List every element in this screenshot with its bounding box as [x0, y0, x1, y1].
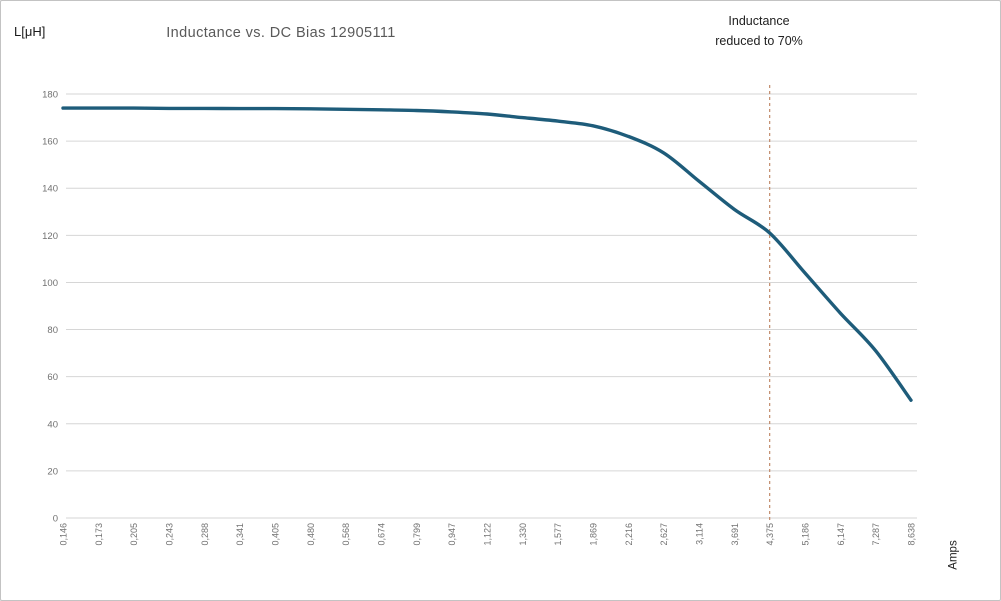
y-tick-label-20: 20: [47, 466, 58, 477]
x-tick-label: 0,405: [271, 523, 281, 546]
x-tick-label: 5,186: [801, 523, 811, 546]
y-tick-label-40: 40: [47, 419, 58, 430]
x-tick-label: 8,638: [907, 523, 917, 546]
x-tick-label: 0,480: [306, 523, 316, 546]
y-tick-label-160: 160: [42, 137, 58, 148]
x-tick-label: 6,147: [836, 523, 846, 546]
y-tick-label-80: 80: [47, 325, 58, 336]
x-tick-label: 0,568: [341, 523, 351, 546]
inductance-series-line: [61, 106, 913, 402]
x-tick-label: 1,122: [483, 523, 493, 546]
x-tick-label: 1,330: [518, 523, 528, 546]
annotation-inductance-70pct: Inductance reduced to 70%: [659, 11, 859, 51]
y-axis-unit-label: L[μH]: [14, 24, 46, 39]
x-tick-label: 2,627: [659, 523, 669, 546]
x-tick-label: 4,375: [765, 523, 775, 546]
y-tick-label-180: 180: [42, 90, 58, 101]
x-tick-label: 0,146: [59, 523, 69, 546]
x-tick-label: 0,674: [377, 523, 387, 546]
x-tick-label: 0,205: [129, 523, 139, 546]
x-tick-label: 1,577: [553, 523, 563, 546]
x-tick-label: 0,173: [94, 523, 104, 546]
x-tick-label: 0,799: [412, 523, 422, 546]
chart-title: Inductance vs. DC Bias 12905111: [166, 25, 396, 41]
x-tick-label: 0,341: [235, 523, 245, 546]
annotation-line-2: reduced to 70%: [715, 34, 803, 48]
y-tick-label-0: 0: [53, 514, 58, 525]
x-tick-label: 1,869: [589, 523, 599, 546]
y-tick-label-60: 60: [47, 372, 58, 383]
annotation-line-1: Inductance: [728, 14, 790, 28]
x-tick-label: 0,243: [165, 523, 175, 546]
x-tick-label: 7,287: [871, 523, 881, 546]
x-tick-label: 0,947: [447, 523, 457, 546]
y-tick-label-100: 100: [42, 278, 58, 289]
y-tick-label-120: 120: [42, 231, 58, 242]
x-tick-label: 2,216: [624, 523, 634, 546]
x-axis-unit-label: Amps: [947, 540, 960, 570]
y-tick-label-140: 140: [42, 184, 58, 195]
x-tick-label: 3,691: [730, 523, 740, 546]
x-tick-label: 3,114: [695, 523, 705, 545]
x-tick-label: 0,288: [200, 523, 210, 546]
